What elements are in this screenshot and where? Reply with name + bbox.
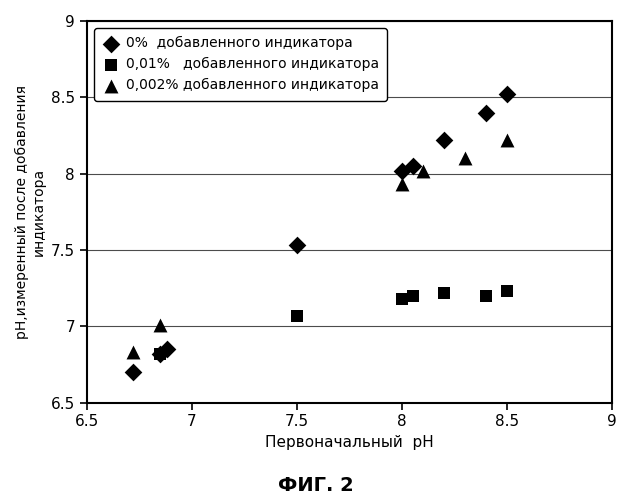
X-axis label: Первоначальный  рН: Первоначальный рН <box>265 435 434 450</box>
0,01%   добавленного индикатора <box>397 295 407 303</box>
0%  добавленного индикатора <box>397 166 407 174</box>
0,01%   добавленного индикатора <box>439 288 449 296</box>
0%  добавленного индикатора <box>502 90 512 98</box>
0,002% добавленного индикатора <box>502 136 512 144</box>
0,002% добавленного индикатора <box>397 180 407 188</box>
0%  добавленного индикатора <box>162 345 172 353</box>
0%  добавленного индикатора <box>292 242 302 250</box>
0%  добавленного индикатора <box>408 162 418 170</box>
0%  добавленного индикатора <box>128 368 138 376</box>
Legend: 0%  добавленного индикатора, 0,01%   добавленного индикатора, 0,002% добавленног: 0% добавленного индикатора, 0,01% добавл… <box>94 28 387 101</box>
0,002% добавленного индикатора <box>128 348 138 356</box>
0%  добавленного индикатора <box>155 350 166 358</box>
0,002% добавленного индикатора <box>155 321 166 329</box>
Y-axis label: рН,измеренный после добавления
индикатора: рН,измеренный после добавления индикатор… <box>15 85 46 339</box>
0,01%   добавленного индикатора <box>408 292 418 300</box>
0,01%   добавленного индикатора <box>502 287 512 295</box>
0,002% добавленного индикатора <box>418 166 428 174</box>
0,002% добавленного индикатора <box>460 154 470 162</box>
0,01%   добавленного индикатора <box>481 292 491 300</box>
0,01%   добавленного индикатора <box>292 312 302 320</box>
Text: ФИГ. 2: ФИГ. 2 <box>278 476 354 495</box>
0%  добавленного индикатора <box>439 136 449 144</box>
0%  добавленного индикатора <box>481 108 491 116</box>
0,01%   добавленного индикатора <box>155 350 166 358</box>
